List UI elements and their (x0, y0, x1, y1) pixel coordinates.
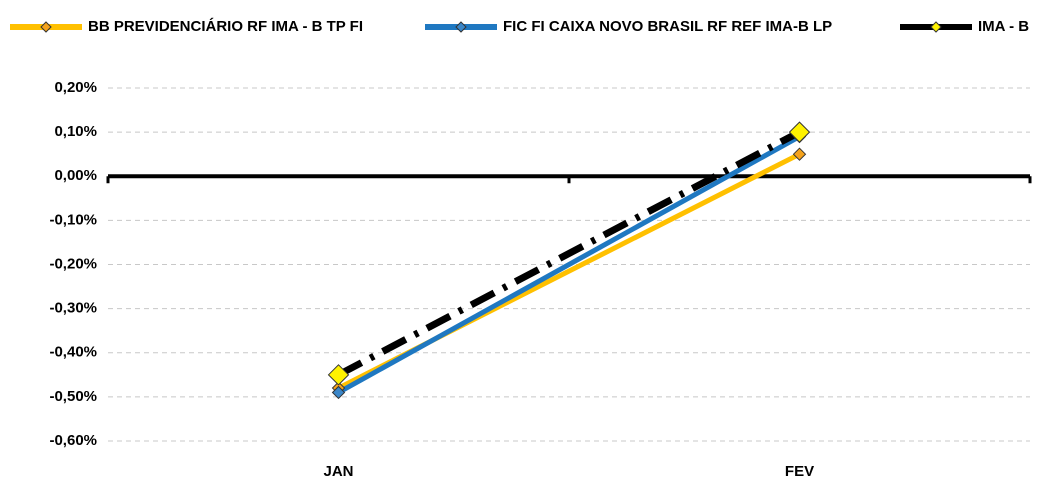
y-tick-label: -0,40% (49, 344, 97, 361)
point-marker (788, 121, 811, 143)
legend-label: FIC FI CAIXA NOVO BRASIL RF REF IMA-B LP (503, 18, 832, 35)
y-tick-label: 0,10% (54, 123, 97, 140)
legend-marker (40, 21, 52, 33)
y-tick-label: -0,50% (49, 388, 97, 405)
point-marker (792, 147, 807, 161)
x-tick-label: FEV (785, 463, 814, 480)
x-tick-label: JAN (323, 463, 353, 480)
point-marker (327, 364, 350, 386)
legend-label: BB PREVIDENCIÁRIO RF IMA - B TP FI (88, 18, 363, 35)
y-tick-label: -0,10% (49, 211, 97, 228)
y-tick-label: 0,20% (54, 79, 97, 96)
legend-label: IMA - B (978, 18, 1029, 35)
legend-marker (455, 21, 467, 33)
y-tick-label: -0,20% (49, 255, 97, 272)
series-line (337, 134, 801, 395)
legend-marker (930, 21, 942, 33)
point-marker (331, 385, 346, 400)
series-line (336, 129, 802, 378)
y-tick-label: 0,00% (54, 167, 97, 184)
y-tick-label: -0,60% (49, 432, 97, 449)
y-tick-label: -0,30% (49, 300, 97, 317)
